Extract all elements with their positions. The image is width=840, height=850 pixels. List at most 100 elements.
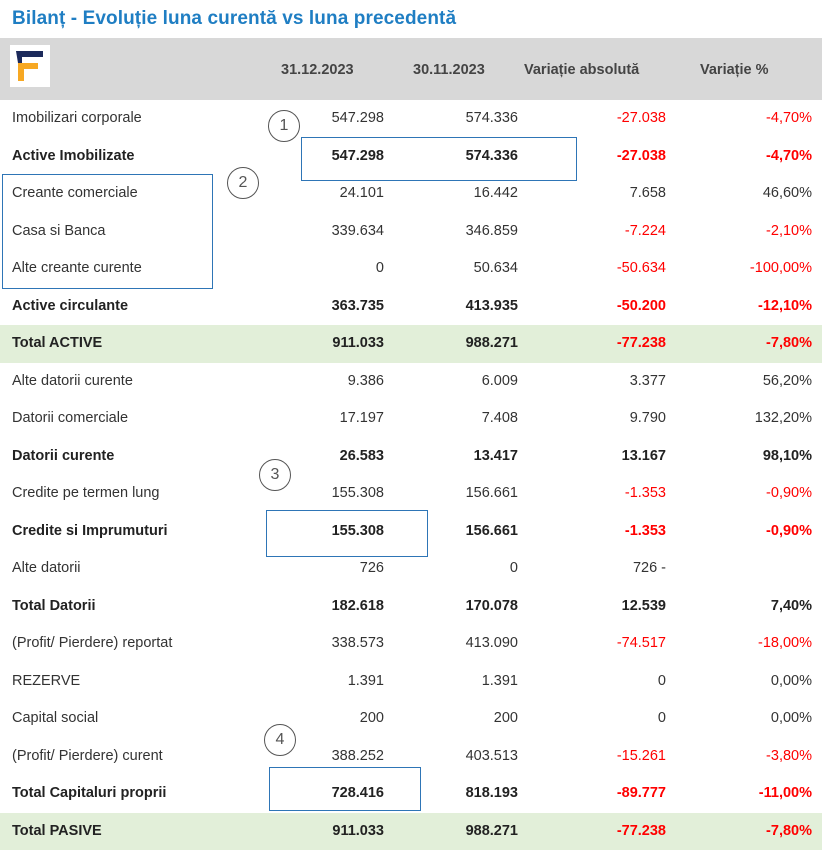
- cell-pct-variation: -12,10%: [758, 298, 812, 314]
- cell-pct-variation: 56,20%: [763, 373, 812, 389]
- cell-abs-variation: 0: [658, 710, 666, 726]
- cell-dec-value: 911.033: [332, 335, 384, 351]
- marker-circle-3: 3: [259, 459, 291, 491]
- cell-abs-variation: 3.377: [630, 373, 666, 389]
- row-label: Total Capitaluri proprii: [12, 785, 166, 801]
- cell-pct-variation: 132,20%: [755, 410, 812, 426]
- cell-abs-variation: 0: [658, 673, 666, 689]
- table-row: Active circulante 363.735 413.935 -50.200 -1…: [0, 288, 822, 326]
- cell-dec-value: 155.308: [332, 485, 384, 501]
- col-header-abs-variation: Variație absolută: [524, 62, 639, 78]
- cell-nov-value: 6.009: [482, 373, 518, 389]
- row-label: (Profit/ Pierdere) reportat: [12, 635, 172, 651]
- row-label: Total ACTIVE: [12, 335, 102, 351]
- highlight-box-current-assets: [2, 174, 213, 289]
- cell-nov-value: 7.408: [482, 410, 518, 426]
- cell-pct-variation: 46,60%: [763, 185, 812, 201]
- cell-pct-variation: -11,00%: [759, 785, 812, 801]
- cell-dec-value: 547.298: [332, 110, 384, 126]
- cell-pct-variation: -7,80%: [766, 823, 812, 839]
- cell-abs-variation: -1.353: [625, 485, 666, 501]
- cell-pct-variation: -2,10%: [766, 223, 812, 239]
- row-label: Capital social: [12, 710, 98, 726]
- cell-abs-variation: -27.038: [617, 148, 666, 164]
- marker-circle-1: 1: [268, 110, 300, 142]
- cell-dec-value: 24.101: [340, 185, 384, 201]
- cell-dec-value: 0: [376, 260, 384, 276]
- cell-pct-variation: 0,00%: [771, 710, 812, 726]
- page-title: Bilanț - Evoluție luna curentă vs luna p…: [12, 8, 456, 30]
- cell-abs-variation: 12.539: [622, 598, 666, 614]
- cell-dec-value: 182.618: [332, 598, 384, 614]
- row-label: Credite pe termen lung: [12, 485, 160, 501]
- cell-abs-variation: 13.167: [622, 448, 666, 464]
- row-label: (Profit/ Pierdere) curent: [12, 748, 163, 764]
- marker-circle-2: 2: [227, 167, 259, 199]
- cell-nov-value: 170.078: [466, 598, 518, 614]
- cell-nov-value: 50.634: [474, 260, 518, 276]
- cell-pct-variation: -0,90%: [766, 485, 812, 501]
- cell-dec-value: 26.583: [340, 448, 384, 464]
- cell-pct-variation: -100,00%: [750, 260, 812, 276]
- cell-nov-value: 988.271: [466, 335, 518, 351]
- row-label: Imobilizari corporale: [12, 110, 142, 126]
- cell-pct-variation: -18,00%: [758, 635, 812, 651]
- cell-abs-variation: -15.261: [617, 748, 666, 764]
- cell-nov-value: 13.417: [474, 448, 518, 464]
- cell-abs-variation: -1.353: [625, 523, 666, 539]
- row-label: Active circulante: [12, 298, 128, 314]
- cell-dec-value: 911.033: [332, 823, 384, 839]
- table-row: Total Datorii 182.618 170.078 12.539 7,40%: [0, 588, 822, 626]
- cell-abs-variation: 726 -: [633, 560, 666, 576]
- cell-dec-value: 200: [360, 710, 384, 726]
- cell-dec-value: 9.386: [348, 373, 384, 389]
- cell-abs-variation: 7.658: [630, 185, 666, 201]
- cell-pct-variation: -0,90%: [766, 523, 812, 539]
- cell-dec-value: 1.391: [348, 673, 384, 689]
- cell-nov-value: 413.090: [466, 635, 518, 651]
- row-label: Datorii curente: [12, 448, 114, 464]
- cell-abs-variation: -27.038: [617, 110, 666, 126]
- row-label: Total PASIVE: [12, 823, 102, 839]
- cell-dec-value: 388.252: [332, 748, 384, 764]
- cell-abs-variation: -89.777: [617, 785, 666, 801]
- cell-abs-variation: 9.790: [630, 410, 666, 426]
- highlight-box-active-imobilizate: [301, 137, 577, 181]
- row-label: Credite si Imprumuturi: [12, 523, 168, 539]
- cell-dec-value: 726: [360, 560, 384, 576]
- cell-pct-variation: 7,40%: [771, 598, 812, 614]
- cell-abs-variation: -50.200: [617, 298, 666, 314]
- cell-nov-value: 574.336: [466, 110, 518, 126]
- cell-nov-value: 1.391: [482, 673, 518, 689]
- cell-nov-value: 200: [494, 710, 518, 726]
- cell-nov-value: 403.513: [466, 748, 518, 764]
- col-header-dec: 31.12.2023: [281, 62, 354, 78]
- row-label: Alte datorii curente: [12, 373, 133, 389]
- row-label: Alte datorii: [12, 560, 81, 576]
- table-row: Imobilizari corporale 547.298 574.336 -27.0…: [0, 100, 822, 138]
- cell-nov-value: 818.193: [466, 785, 518, 801]
- highlight-box-capitaluri: [269, 767, 421, 811]
- row-label: Datorii comerciale: [12, 410, 128, 426]
- company-logo: [10, 45, 50, 87]
- cell-abs-variation: -7.224: [625, 223, 666, 239]
- cell-dec-value: 363.735: [332, 298, 384, 314]
- highlight-box-credite: [266, 510, 428, 557]
- cell-pct-variation: -4,70%: [766, 148, 812, 164]
- cell-pct-variation: -7,80%: [766, 335, 812, 351]
- cell-nov-value: 0: [510, 560, 518, 576]
- cell-nov-value: 346.859: [466, 223, 518, 239]
- row-label: Active Imobilizate: [12, 148, 134, 164]
- cell-nov-value: 156.661: [466, 485, 518, 501]
- cell-nov-value: 413.935: [466, 298, 518, 314]
- cell-dec-value: 338.573: [332, 635, 384, 651]
- cell-pct-variation: -3,80%: [766, 748, 812, 764]
- cell-abs-variation: -77.238: [617, 823, 666, 839]
- cell-abs-variation: -50.634: [617, 260, 666, 276]
- row-label: Total Datorii: [12, 598, 96, 614]
